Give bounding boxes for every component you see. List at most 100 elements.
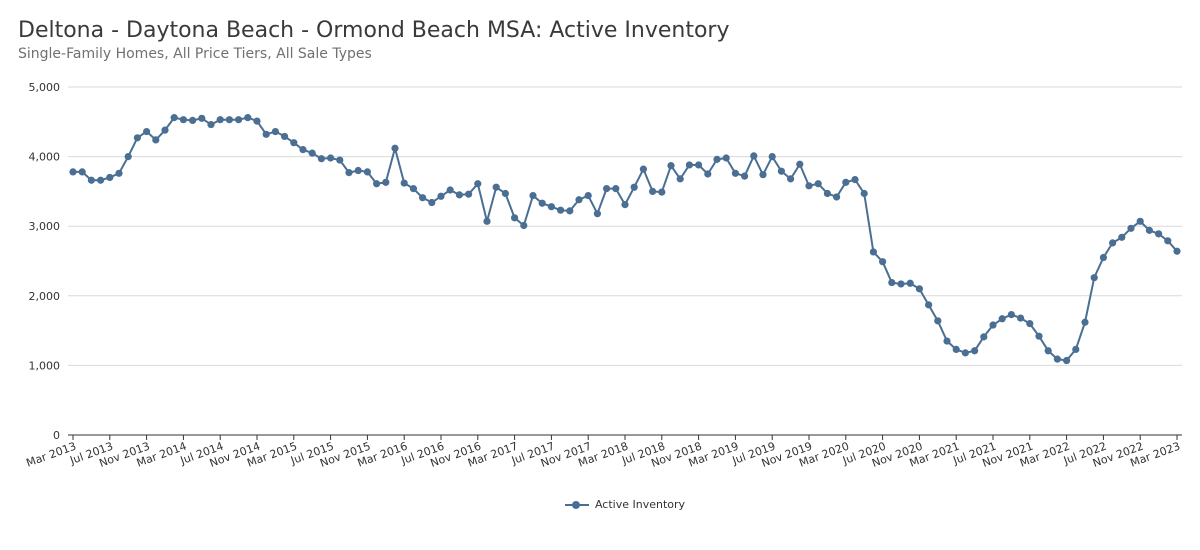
data-point[interactable] <box>814 180 822 188</box>
data-point[interactable] <box>731 169 740 177</box>
data-point[interactable] <box>741 172 749 180</box>
data-point[interactable] <box>1007 310 1016 319</box>
data-point[interactable] <box>290 139 298 147</box>
data-point[interactable] <box>869 248 878 256</box>
data-point[interactable] <box>133 134 141 142</box>
data-point[interactable] <box>768 153 776 161</box>
data-point[interactable] <box>777 167 786 175</box>
data-point[interactable] <box>419 194 427 202</box>
data-point[interactable] <box>1109 239 1117 247</box>
data-point[interactable] <box>925 301 933 309</box>
data-point[interactable] <box>860 189 868 198</box>
legend[interactable]: Active Inventory <box>0 498 1200 513</box>
data-point[interactable] <box>207 120 215 129</box>
data-point[interactable] <box>437 192 445 200</box>
data-point[interactable] <box>888 278 896 287</box>
data-point[interactable] <box>1127 224 1135 232</box>
data-point[interactable] <box>455 191 463 199</box>
data-point[interactable] <box>409 185 417 193</box>
data-point[interactable] <box>336 156 344 164</box>
data-point[interactable] <box>971 347 979 355</box>
data-point[interactable] <box>621 201 629 209</box>
data-point[interactable] <box>354 166 362 175</box>
data-point[interactable] <box>299 146 307 154</box>
data-point[interactable] <box>161 126 169 134</box>
data-point[interactable] <box>934 317 942 325</box>
data-point[interactable] <box>446 186 454 194</box>
data-point[interactable] <box>649 187 657 195</box>
data-point[interactable] <box>639 165 648 173</box>
data-point[interactable] <box>106 173 114 182</box>
data-point[interactable] <box>593 210 602 218</box>
data-point[interactable] <box>69 168 77 176</box>
data-point[interactable] <box>667 162 675 170</box>
data-point[interactable] <box>998 315 1006 323</box>
data-point[interactable] <box>317 155 325 163</box>
data-point[interactable] <box>529 191 537 200</box>
data-point[interactable] <box>124 153 132 161</box>
data-point[interactable] <box>612 185 620 193</box>
data-point[interactable] <box>722 154 730 162</box>
data-point[interactable] <box>235 116 243 124</box>
data-point[interactable] <box>143 127 151 136</box>
data-point[interactable] <box>428 198 436 207</box>
data-point[interactable] <box>805 182 813 190</box>
data-point[interactable] <box>676 175 684 183</box>
data-point[interactable] <box>630 183 638 191</box>
data-point[interactable] <box>1118 233 1126 241</box>
data-point[interactable] <box>262 130 270 138</box>
data-point[interactable] <box>363 168 371 176</box>
data-point[interactable] <box>345 169 353 177</box>
data-point[interactable] <box>1145 226 1153 234</box>
data-point[interactable] <box>685 161 694 169</box>
data-point[interactable] <box>842 178 850 186</box>
data-point[interactable] <box>584 191 592 200</box>
data-point[interactable] <box>179 116 187 124</box>
data-point[interactable] <box>943 337 951 345</box>
data-point[interactable] <box>170 114 178 122</box>
data-point[interactable] <box>271 127 279 136</box>
data-point[interactable] <box>1155 230 1163 238</box>
data-point[interactable] <box>189 116 197 125</box>
data-point[interactable] <box>695 161 703 169</box>
data-point[interactable] <box>1072 345 1080 353</box>
data-point[interactable] <box>906 279 914 287</box>
data-point[interactable] <box>833 193 841 201</box>
data-point[interactable] <box>465 190 473 198</box>
data-point[interactable] <box>87 176 95 184</box>
data-point[interactable] <box>1063 356 1071 365</box>
data-point[interactable] <box>1136 217 1144 225</box>
data-point[interactable] <box>575 196 583 204</box>
data-point[interactable] <box>400 179 408 187</box>
data-point[interactable] <box>915 285 924 293</box>
data-point[interactable] <box>603 185 611 193</box>
data-point[interactable] <box>1173 247 1181 255</box>
data-point[interactable] <box>382 178 390 186</box>
data-point[interactable] <box>1099 253 1107 262</box>
data-point[interactable] <box>1081 318 1089 326</box>
data-point[interactable] <box>823 189 832 198</box>
data-point[interactable] <box>520 221 528 230</box>
data-point[interactable] <box>704 170 712 178</box>
data-point[interactable] <box>1053 355 1061 363</box>
data-point[interactable] <box>216 116 224 124</box>
data-point[interactable] <box>961 349 970 357</box>
data-point[interactable] <box>952 345 960 353</box>
data-point[interactable] <box>115 169 123 177</box>
data-point[interactable] <box>1044 347 1052 355</box>
data-point[interactable] <box>308 149 316 157</box>
data-point[interactable] <box>989 321 997 329</box>
data-point[interactable] <box>373 180 381 188</box>
data-point[interactable] <box>851 175 859 184</box>
data-point[interactable] <box>796 160 804 168</box>
data-point[interactable] <box>1035 332 1043 340</box>
data-point[interactable] <box>253 117 261 125</box>
data-point[interactable] <box>557 206 565 214</box>
data-point[interactable] <box>713 155 721 163</box>
data-point[interactable] <box>483 217 491 225</box>
data-point[interactable] <box>78 168 86 176</box>
data-point[interactable] <box>787 175 795 183</box>
data-point[interactable] <box>327 154 335 162</box>
data-point[interactable] <box>566 207 574 215</box>
data-point[interactable] <box>152 136 160 144</box>
